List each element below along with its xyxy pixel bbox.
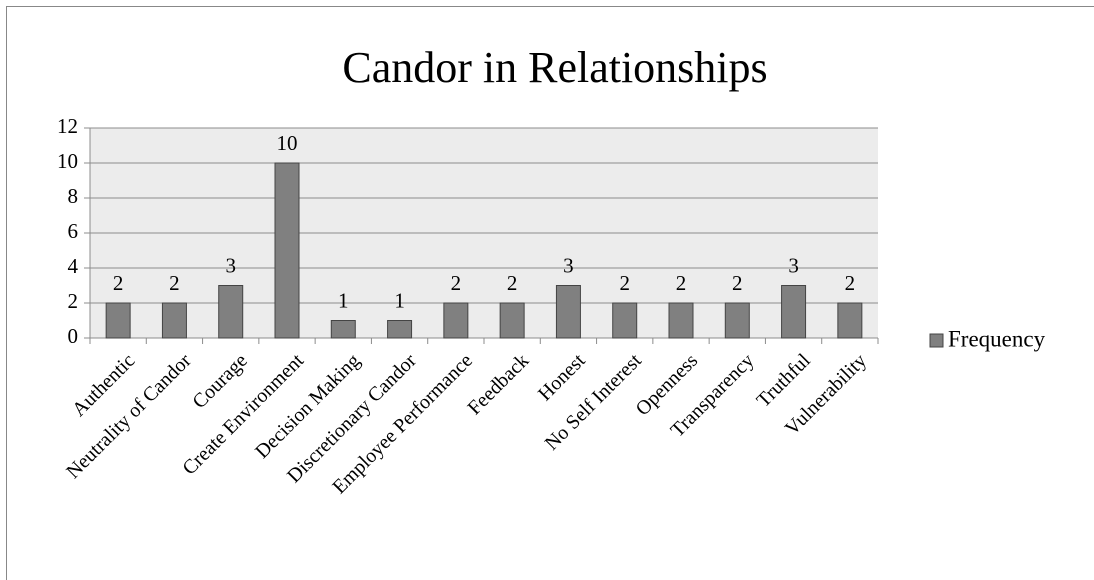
data-label: 2: [169, 271, 180, 295]
bar: [105, 302, 131, 339]
data-label: 2: [676, 271, 687, 295]
data-label: 2: [451, 271, 462, 295]
bar: [218, 285, 244, 339]
bar: [387, 320, 413, 339]
bar: [668, 302, 694, 339]
data-label: 3: [788, 253, 799, 277]
legend-label: Frequency: [948, 326, 1046, 351]
data-label: 3: [225, 253, 236, 277]
bar: [724, 302, 750, 339]
data-label: 10: [277, 131, 298, 155]
data-label: 1: [394, 288, 405, 312]
y-tick-label: 12: [57, 114, 78, 138]
data-label: 2: [845, 271, 856, 295]
y-tick-label: 6: [68, 219, 79, 243]
bar: [612, 302, 638, 339]
data-label: 2: [619, 271, 630, 295]
bar: [274, 162, 300, 339]
data-label: 2: [732, 271, 743, 295]
bar: [555, 285, 581, 339]
legend-swatch: [929, 333, 944, 348]
y-tick-label: 10: [57, 149, 78, 173]
bar: [443, 302, 469, 339]
y-tick-label: 2: [68, 289, 79, 313]
bar: [837, 302, 863, 339]
chart-title: Candor in Relationships: [342, 43, 767, 92]
bar: [161, 302, 187, 339]
data-label: 2: [113, 271, 124, 295]
y-tick-label: 4: [68, 254, 79, 278]
bar: [781, 285, 807, 339]
y-tick-label: 0: [68, 324, 79, 348]
y-tick-label: 8: [68, 184, 79, 208]
data-label: 2: [507, 271, 518, 295]
data-label: 3: [563, 253, 574, 277]
bar: [330, 320, 356, 339]
bar: [499, 302, 525, 339]
data-label: 1: [338, 288, 349, 312]
